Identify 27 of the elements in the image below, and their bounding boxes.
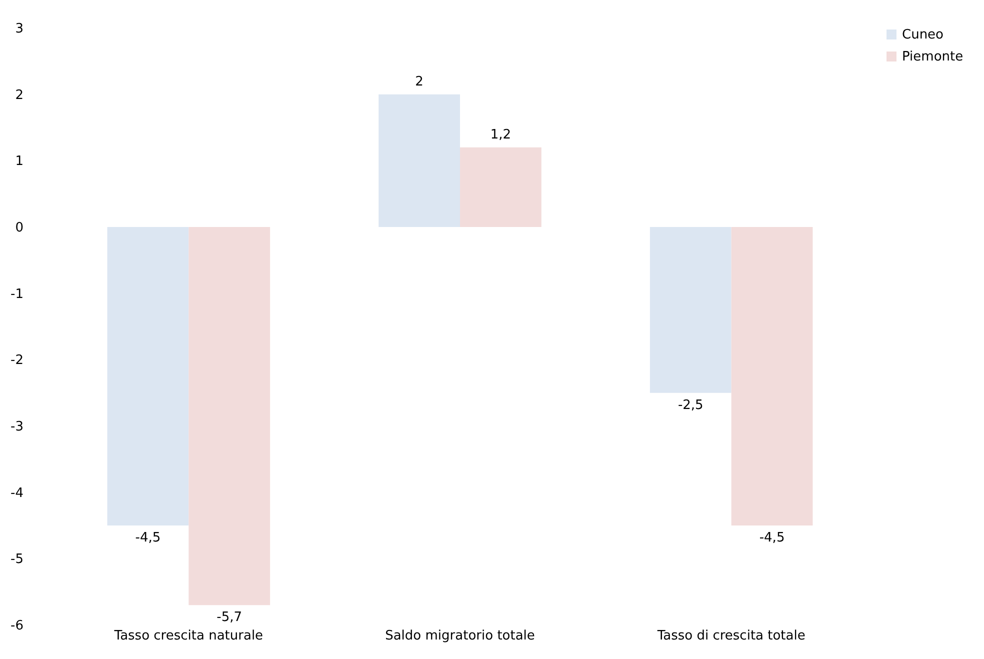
bar	[650, 227, 732, 393]
data-label: -2,5	[678, 398, 704, 413]
data-label: -4,5	[759, 530, 785, 546]
data-label: 2	[415, 74, 424, 90]
y-tick-label: -6	[10, 618, 24, 634]
bar	[460, 147, 542, 227]
y-tick-label: -1	[10, 286, 24, 302]
data-label: 1,2	[490, 127, 512, 142]
bar	[731, 227, 813, 526]
data-label: -4,5	[135, 530, 161, 546]
bar	[107, 227, 189, 526]
bar	[378, 94, 460, 227]
y-tick-label: -3	[10, 420, 24, 434]
y-tick-label: 2	[15, 88, 24, 103]
y-tick-label: -5	[10, 552, 24, 568]
y-tick-label: 3	[15, 22, 24, 36]
y-tick-label: 1	[15, 154, 24, 170]
x-tick-label: Tasso crescita naturale	[113, 628, 264, 644]
x-tick-label: Saldo migratorio totale	[385, 628, 535, 644]
y-tick-label: -2	[10, 353, 24, 368]
y-tick-label: 0	[15, 220, 24, 236]
legend-label: Cuneo	[902, 28, 944, 42]
x-tick-label: Tasso di crescita totale	[656, 628, 806, 644]
y-tick-label: -4	[10, 486, 24, 501]
bar	[188, 227, 270, 606]
legend-label: Piemonte	[902, 50, 964, 64]
data-label: -5,7	[216, 610, 242, 626]
